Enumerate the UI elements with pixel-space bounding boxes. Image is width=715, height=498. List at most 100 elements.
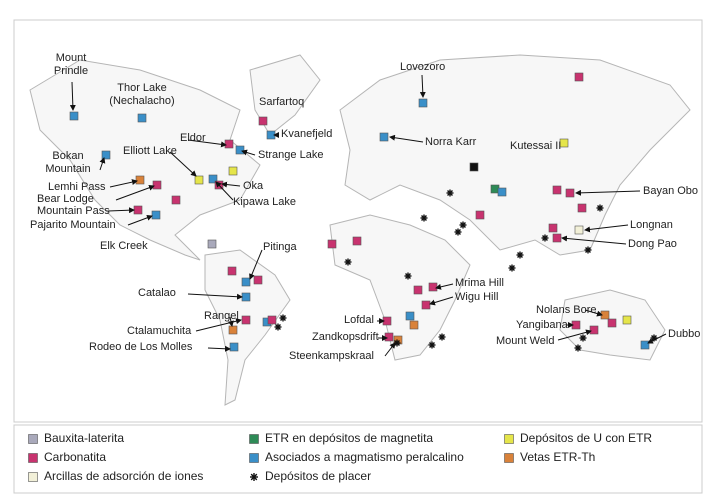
deposit-marker [577, 203, 587, 213]
continents [29, 54, 691, 406]
placer-stroke [597, 205, 603, 211]
deposit-marker [235, 145, 245, 155]
placer-marker [574, 344, 582, 352]
placer-stroke [421, 215, 427, 221]
deposit-marker [228, 166, 238, 176]
deposit-marker [227, 266, 237, 276]
map-label: Dong Pao [628, 238, 677, 250]
placer-stroke [439, 334, 445, 340]
deposit-marker [382, 316, 392, 326]
placer-marker [420, 214, 428, 222]
deposit-marker [241, 277, 251, 287]
placer-marker [250, 473, 258, 481]
deposit-marker [504, 453, 514, 463]
deposit-marker [552, 185, 562, 195]
deposit-marker [428, 282, 438, 292]
legend-label: Bauxita-laterita [44, 431, 125, 445]
map-label: Rodeo de Los Molles [89, 341, 193, 353]
placer-stroke [509, 265, 515, 271]
legend-label: Asociados a magmatismo peralcalino [265, 450, 464, 464]
map-label: Kipawa Lake [233, 196, 296, 208]
placer-marker [279, 314, 287, 322]
deposit-marker [267, 315, 277, 325]
deposit-marker [548, 223, 558, 233]
deposit-marker [640, 340, 650, 350]
deposit-marker [28, 472, 38, 482]
placer-marker [508, 264, 516, 272]
placer-marker [596, 204, 604, 212]
deposit-marker [194, 175, 204, 185]
map-label: Norra Karr [425, 136, 477, 148]
map-label: Lofdal [344, 314, 374, 326]
placer-stroke [575, 345, 581, 351]
deposit-marker [497, 187, 507, 197]
deposit-marker [421, 300, 431, 310]
placer-stroke [455, 229, 461, 235]
deposit-marker [208, 174, 218, 184]
map-label: Mountain Pass [37, 205, 110, 217]
deposit-marker [258, 116, 268, 126]
map-label: Lovozoro [400, 61, 446, 73]
deposit-marker [552, 233, 562, 243]
placer-marker [404, 272, 412, 280]
deposit-marker [28, 434, 38, 444]
deposit-marker [151, 210, 161, 220]
deposit-marker [622, 315, 632, 325]
placer-stroke [542, 235, 548, 241]
map-label: Oka [243, 180, 264, 192]
map-label: Kvanefjeld [281, 128, 333, 140]
deposit-marker [253, 275, 263, 285]
legend-markers [28, 434, 514, 482]
map-label: Lemhi Pass [48, 181, 106, 193]
map-label: Pajarito Mountain [30, 219, 116, 231]
map-label: Bayan Obo [643, 185, 699, 197]
legend-label: Vetas ETR-Th [520, 450, 596, 464]
deposit-marker [133, 205, 143, 215]
legend-label: Depósitos de U con ETR [520, 431, 653, 445]
placer-stroke [405, 273, 411, 279]
map-label: Yangibana [516, 319, 568, 331]
deposit-marker [224, 139, 234, 149]
placer-marker [584, 246, 592, 254]
deposit-marker [207, 239, 217, 249]
placer-marker [438, 333, 446, 341]
placer-stroke [429, 342, 435, 348]
map-label: Elliott Lake [123, 145, 177, 157]
map-label: Ctalamuchita [127, 325, 192, 337]
placer-marker [459, 221, 467, 229]
deposit-markers [69, 72, 658, 352]
deposit-marker [589, 325, 599, 335]
map-label: Eldor [180, 132, 206, 144]
map-label: Catalao [138, 287, 176, 299]
placer-marker [516, 251, 524, 259]
arrows [69, 74, 667, 357]
deposit-marker [384, 332, 394, 342]
map-label: Elk Creek [100, 240, 148, 252]
placer-marker [428, 341, 436, 349]
deposit-marker [379, 132, 389, 142]
map-label: Rangel [204, 310, 239, 322]
deposit-marker [600, 310, 610, 320]
deposit-marker [469, 162, 479, 172]
map-label: Zandkopsdrift [312, 331, 379, 343]
legend-label: Carbonatita [44, 450, 107, 464]
deposit-marker [229, 342, 239, 352]
deposit-marker [101, 150, 111, 160]
placer-marker [454, 228, 462, 236]
legend-label: Arcillas de adsorción de iones [44, 469, 204, 483]
map-label: Pitinga [263, 241, 297, 253]
placer-marker [274, 323, 282, 331]
placer-marker [579, 334, 587, 342]
map-label: Dubbo [668, 328, 701, 340]
map-label: Strange Lake [258, 149, 324, 161]
deposit-marker [504, 434, 514, 444]
map-label: Nolans Bore [536, 304, 597, 316]
legend-box [13, 424, 703, 494]
deposit-marker [249, 434, 259, 444]
map-label: Sarfartoq [259, 96, 305, 108]
deposit-marker [607, 318, 617, 328]
deposit-marker [475, 210, 485, 220]
map-label: Thor Lake (Nechalacho) [109, 82, 175, 107]
deposit-marker [574, 225, 584, 235]
